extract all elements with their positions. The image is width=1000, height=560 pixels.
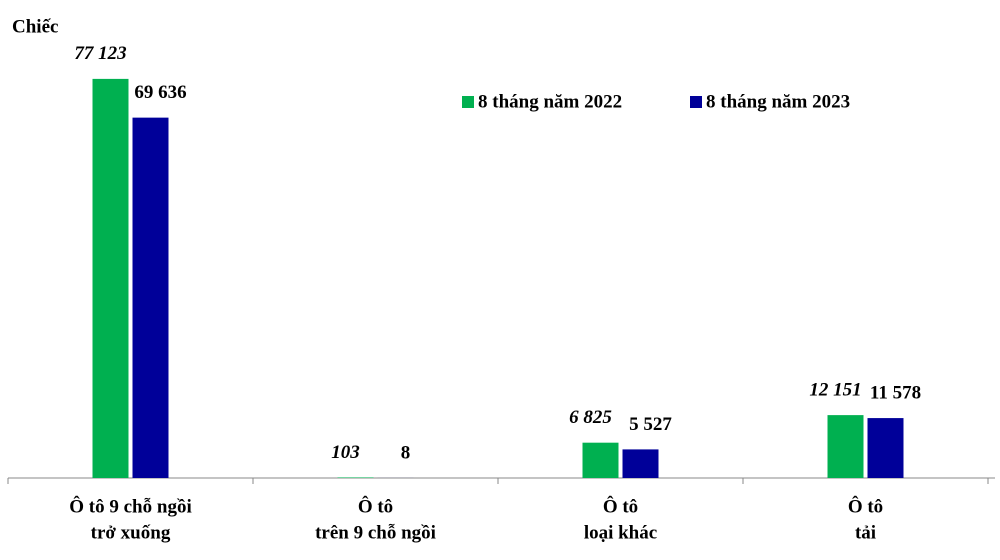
bar	[582, 442, 619, 478]
x-tick-label: Ô tô 9 chỗ ngồi	[69, 495, 191, 517]
legend-swatch	[690, 96, 702, 108]
x-tick-label: Ô tô	[603, 495, 638, 517]
x-tick-label: tải	[855, 522, 876, 543]
legend-swatch	[462, 96, 474, 108]
x-tick-label: Ô tô	[848, 495, 883, 517]
value-label: 103	[331, 442, 360, 463]
bar	[622, 449, 659, 478]
legend-label: 8 tháng năm 2022	[478, 91, 622, 112]
bar	[92, 78, 129, 478]
value-label: 6 825	[569, 407, 612, 428]
x-tick-label: trở xuống	[91, 522, 171, 543]
x-tick-label: loại khác	[584, 522, 657, 543]
value-label: 12 151	[809, 379, 861, 400]
x-tick-label: Ô tô	[358, 495, 393, 517]
bar	[827, 415, 864, 478]
value-label: 11 578	[870, 382, 921, 403]
value-label: 69 636	[134, 82, 186, 103]
bar	[337, 477, 374, 478]
value-label: 8	[401, 442, 411, 463]
value-label: 77 123	[74, 43, 126, 64]
y-axis-label: Chiếc	[12, 16, 58, 37]
value-label: 5 527	[629, 414, 672, 435]
legend-label: 8 tháng năm 2023	[706, 91, 850, 112]
bar	[867, 418, 904, 478]
bar	[132, 117, 169, 478]
x-tick-label: trên 9 chỗ ngồi	[315, 522, 436, 543]
